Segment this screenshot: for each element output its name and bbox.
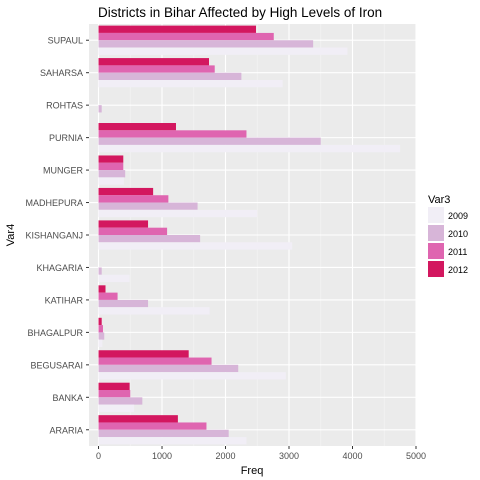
legend-key-2009 [428,207,444,223]
bar-supaul-2012 [98,25,256,33]
bar-begusarai-2011 [98,357,212,365]
bar-purnia-2009 [98,144,401,153]
x-axis: 0 1000 2000 3000 4000 5000 [96,446,426,461]
bar-begusarai-2009 [98,372,286,380]
bar-katihar-2010 [98,299,149,308]
bar-supaul-2009 [98,47,348,55]
bar-katihar-2009 [98,307,210,315]
bar-bhagalpur-2012 [98,317,102,326]
x-tick-label: 1000 [152,451,172,461]
y-tick-label: MADHEPURA [25,198,83,208]
bar-rohtas-2010 [98,105,102,113]
x-axis-title: Freq [241,465,264,477]
x-tick-label: 2000 [215,451,235,461]
bar-banka-2011 [98,390,131,398]
bar-saharsa-2012 [98,58,210,66]
bars [98,25,401,445]
bar-khagaria-2010 [98,267,102,275]
bar-katihar-2012 [98,285,106,293]
bar-begusarai-2012 [98,350,189,358]
bar-supaul-2011 [98,32,274,41]
bar-bhagalpur-2009 [98,339,103,347]
y-tick-label: BANKA [52,393,83,403]
bar-purnia-2012 [98,123,176,131]
bar-banka-2010 [98,397,143,405]
bar-madhepura-2012 [98,187,154,196]
y-tick-label: BEGUSARAI [30,360,83,370]
bar-kishanganj-2010 [98,235,201,243]
legend-key-2010 [428,225,444,241]
y-axis: SUPAUL SAHARSA ROHTAS PURNIA MUNGER MADHEPURA… [25,36,89,435]
bar-begusarai-2010 [98,364,239,373]
legend-label-2012: 2012 [448,265,468,275]
bar-katihar-2011 [98,292,118,300]
x-tick-label: 0 [96,451,101,461]
legend-label-2011: 2011 [448,247,467,257]
y-tick-label: BHAGALPUR [27,328,83,338]
legend-title: Var3 [428,194,450,206]
bar-araria-2012 [98,415,178,423]
bar-madhepura-2011 [98,195,169,203]
y-tick-label: MUNGER [43,166,83,176]
bar-madhepura-2009 [98,209,258,218]
x-tick-label: 5000 [406,451,426,461]
bar-munger-2009 [98,177,124,185]
y-tick-label: PURNIA [49,133,83,143]
bar-munger-2011 [98,162,124,171]
x-tick-label: 3000 [279,451,299,461]
y-tick-label: KATIHAR [45,295,84,305]
bar-munger-2012 [98,155,124,163]
y-tick-label: SAHARSA [40,68,83,78]
y-tick-label: KHAGARIA [36,263,83,273]
bar-banka-2009 [98,404,135,412]
bar-bhagalpur-2010 [98,332,105,340]
bar-araria-2010 [98,429,229,438]
chart-title: Districts in Bihar Affected by High Leve… [98,5,382,20]
bar-saharsa-2010 [98,72,242,80]
bar-banka-2012 [98,382,130,391]
y-tick-label: ARARIA [49,425,83,435]
bar-supaul-2010 [98,40,314,48]
y-tick-label: SUPAUL [48,36,83,46]
bar-munger-2010 [98,170,126,178]
x-tick-label: 4000 [342,451,362,461]
legend-label-2009: 2009 [448,211,468,221]
bar-purnia-2011 [98,130,247,138]
bar-kishanganj-2012 [98,220,149,228]
legend-key-2012 [428,261,444,277]
legend: Var3 2009 2010 2011 2012 [428,194,468,277]
y-tick-label: KISHANGANJ [25,231,83,241]
y-axis-title: Var4 [5,224,17,246]
bar-bhagalpur-2011 [98,325,103,333]
y-tick-label: ROHTAS [46,101,83,111]
bar-kishanganj-2011 [98,227,168,235]
bar-khagaria-2009 [98,274,130,283]
bar-saharsa-2011 [98,65,215,73]
bar-araria-2009 [98,437,247,445]
bar-madhepura-2010 [98,202,198,210]
bar-kishanganj-2009 [98,242,293,250]
bar-purnia-2010 [98,137,321,145]
bar-saharsa-2009 [98,79,283,88]
bar-araria-2011 [98,422,207,430]
legend-label-2010: 2010 [448,229,468,239]
legend-key-2011 [428,243,444,259]
